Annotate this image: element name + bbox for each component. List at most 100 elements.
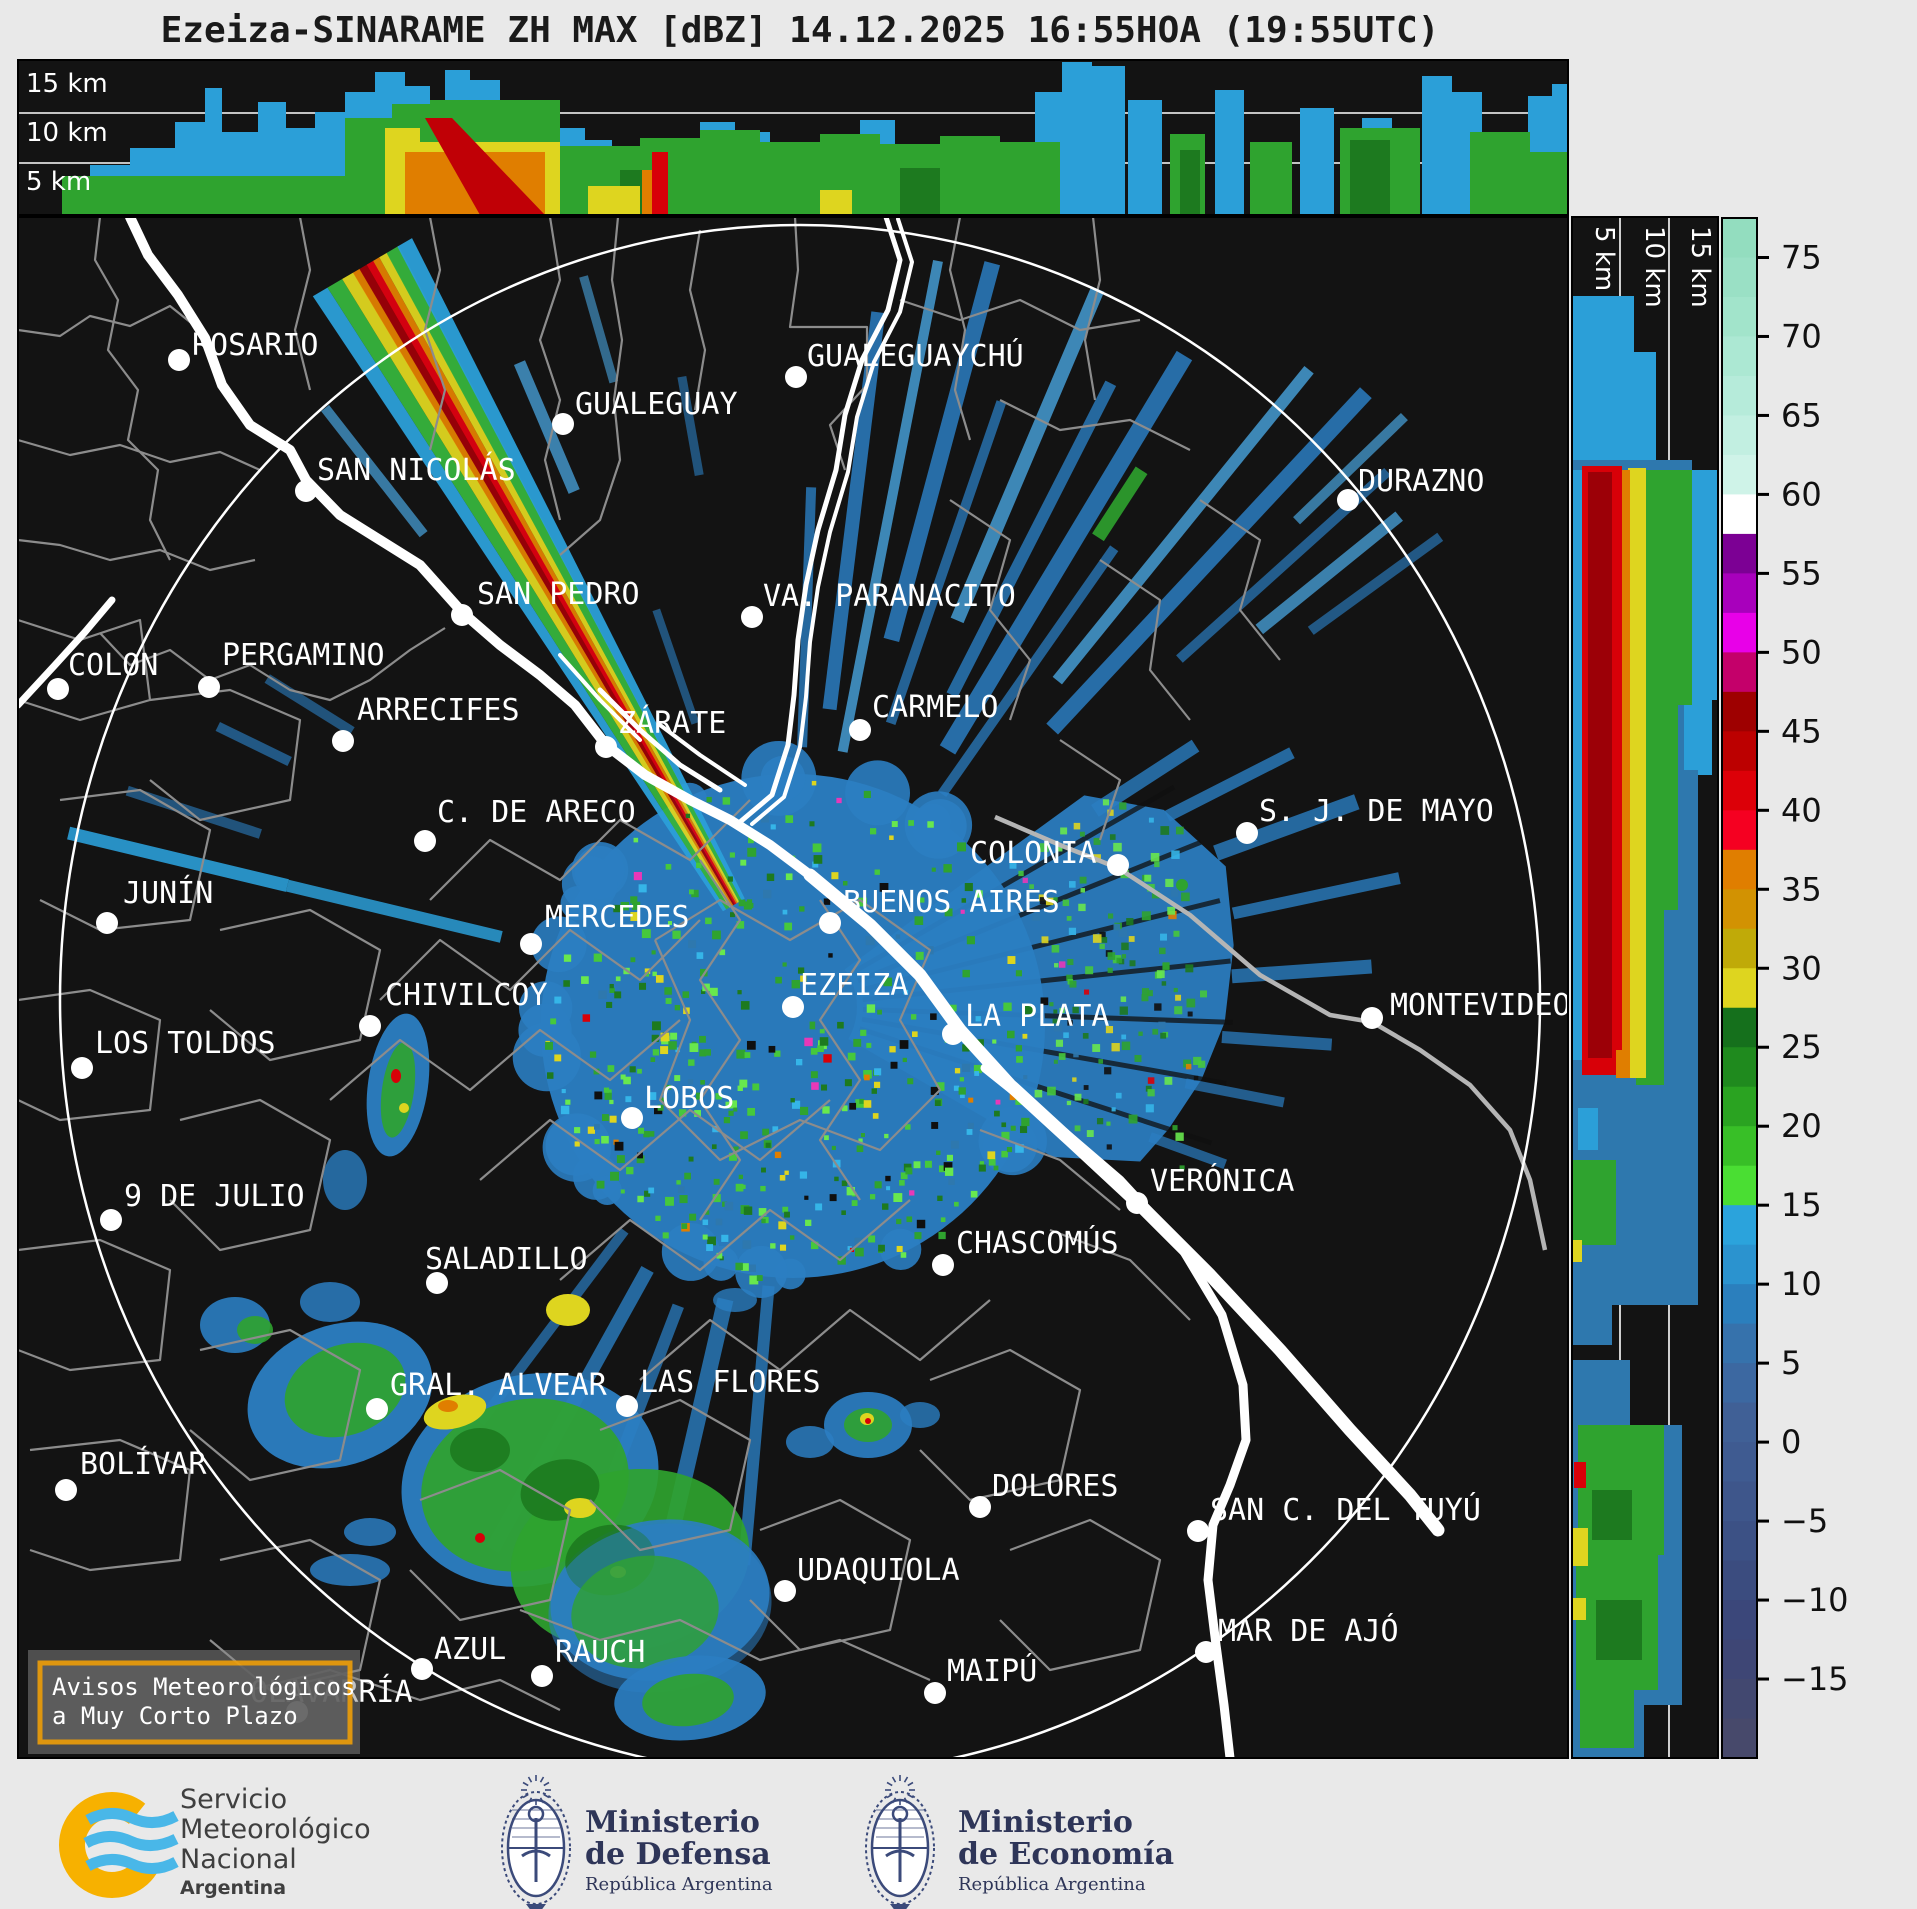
echo-speck [1109, 834, 1116, 840]
echo-speck [1001, 1131, 1010, 1140]
echo-speck [1066, 974, 1073, 981]
echo-speck [837, 1256, 846, 1265]
boundary-line [749, 1498, 912, 1652]
echo-speck [909, 1190, 915, 1196]
boundary-line [29, 1438, 192, 1572]
echo-speck [637, 1152, 643, 1159]
river [737, 217, 903, 825]
right-profile-bar [1572, 1360, 1630, 1425]
echo-speck [1054, 1023, 1063, 1032]
echo-spoke [677, 375, 704, 476]
colorbar-segment [1722, 810, 1757, 851]
echo-spoke [1221, 1031, 1333, 1051]
echo-speck [662, 1232, 669, 1239]
echo-speck [762, 1128, 770, 1136]
city-label: DURAZNO [1358, 464, 1484, 499]
echo-storm-cell [475, 1533, 485, 1543]
echo-speck [688, 940, 697, 949]
echo-speck [682, 991, 690, 998]
echo-speck [685, 813, 691, 819]
echo-speck [629, 1066, 636, 1073]
echo-speck [594, 1091, 603, 1100]
city-dot [1126, 1192, 1148, 1214]
echo-speck [1102, 799, 1110, 806]
echo-speck [970, 1190, 978, 1198]
echo-speck [1148, 817, 1154, 823]
echo-speck [1158, 1021, 1166, 1029]
echo-speck [1022, 1033, 1028, 1039]
echo-speck [739, 1079, 748, 1088]
echo-speck [603, 1087, 610, 1093]
echo-storm-cell [713, 1288, 757, 1312]
echo-speck [884, 1133, 889, 1139]
colorbar-segment [1722, 1402, 1757, 1443]
echo-hail-streak-band [359, 264, 735, 906]
city-label: ROSARIO [192, 328, 318, 363]
echo-speck [746, 1040, 756, 1050]
colorbar-segment [1722, 1560, 1757, 1601]
city-label: VA. PARANACITO [763, 579, 1016, 614]
city-marker-s-j-de-mayo: S. J. DE MAYO [1236, 794, 1494, 844]
echo-speck [696, 952, 704, 959]
smn-logo [59, 1792, 179, 1898]
echo-speck [563, 980, 570, 987]
top-height-label-5km: 5 km [26, 167, 91, 197]
city-marker-mar-de-aj-: MAR DE AJÓ [1195, 1612, 1399, 1663]
echo-speck [665, 1196, 674, 1206]
city-markers: ROSARIO GUALEGUAYCHÚ GUALEGUAY SAN NICOLÁS D… [47, 328, 1568, 1723]
echo-speck [1111, 1107, 1116, 1112]
echo-speck [821, 1084, 828, 1091]
echo-speck [1010, 1125, 1016, 1131]
echo-speck [594, 1123, 600, 1130]
echo-speck [1185, 964, 1194, 973]
boundary-line [919, 1348, 1082, 1502]
city-label: LA PLATA [965, 999, 1110, 1034]
echo-speck [766, 873, 775, 882]
echo-speck [865, 936, 875, 946]
city-marker-bol-var: BOLÍVAR [55, 1446, 207, 1501]
top-profile-bar [1000, 142, 1060, 215]
echo-speck [837, 1021, 844, 1029]
echo-speck [743, 901, 752, 910]
echo-speck [609, 1115, 617, 1123]
right-cross-section-panel: 5 km 10 km 15 km [1571, 216, 1719, 1759]
boundary-line [293, 217, 312, 391]
echo-speck [706, 1244, 714, 1252]
echo-speck [1053, 1059, 1058, 1064]
echo-speck [824, 1135, 829, 1141]
echo-speck [895, 934, 901, 939]
city-label: SAN PEDRO [477, 577, 640, 612]
echo-speck [869, 1194, 876, 1200]
warning-box-line2: a Muy Corto Plazo [52, 1702, 298, 1730]
echo-speck [747, 847, 757, 857]
echo-speck [707, 1236, 716, 1246]
echo-speck [715, 1218, 723, 1226]
colorbar-segment [1722, 1323, 1757, 1364]
colorbar-tick-label: 70 [1781, 317, 1822, 355]
top-profile-bar [588, 186, 640, 215]
echo-speck [691, 889, 699, 898]
echo-speck [713, 1178, 720, 1185]
echo-speck [924, 1160, 932, 1168]
boundary-line [18, 1238, 172, 1372]
right-profile-bar [1588, 472, 1612, 1058]
city-dot [414, 830, 436, 852]
echo-spoke [67, 826, 289, 892]
echo-speck [1160, 933, 1167, 941]
echo-speck [620, 1189, 625, 1194]
echo-speck [889, 1046, 896, 1053]
echo-speck [975, 1016, 981, 1022]
echo-speck [711, 1144, 717, 1149]
city-marker-va-paranacito: VA. PARANACITO [741, 579, 1016, 628]
echo-speck [565, 1099, 571, 1105]
echo-speck [545, 1041, 553, 1050]
right-profile-bar [1572, 1528, 1588, 1566]
echo-speck [1039, 843, 1049, 852]
echo-speck [866, 1042, 872, 1048]
top-profile-bar [1180, 150, 1200, 215]
echo-speck [846, 1187, 855, 1196]
colorbar-tick-label: 10 [1781, 1265, 1822, 1303]
colorbar-segment [1722, 573, 1757, 614]
echo-speck [1187, 1011, 1193, 1017]
colorbar-tick-label: 75 [1781, 238, 1822, 276]
